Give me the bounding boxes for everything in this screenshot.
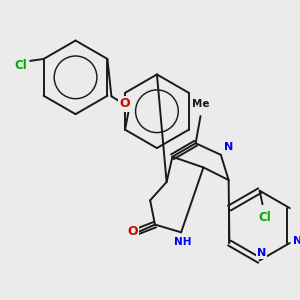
Text: Cl: Cl	[14, 59, 27, 72]
Text: Me: Me	[192, 100, 209, 110]
Text: N: N	[257, 248, 266, 258]
Text: O: O	[128, 225, 138, 238]
Text: Cl: Cl	[258, 211, 271, 224]
Text: N: N	[224, 142, 233, 152]
Text: O: O	[120, 98, 130, 110]
Text: N: N	[293, 236, 300, 246]
Text: NH: NH	[174, 237, 192, 247]
